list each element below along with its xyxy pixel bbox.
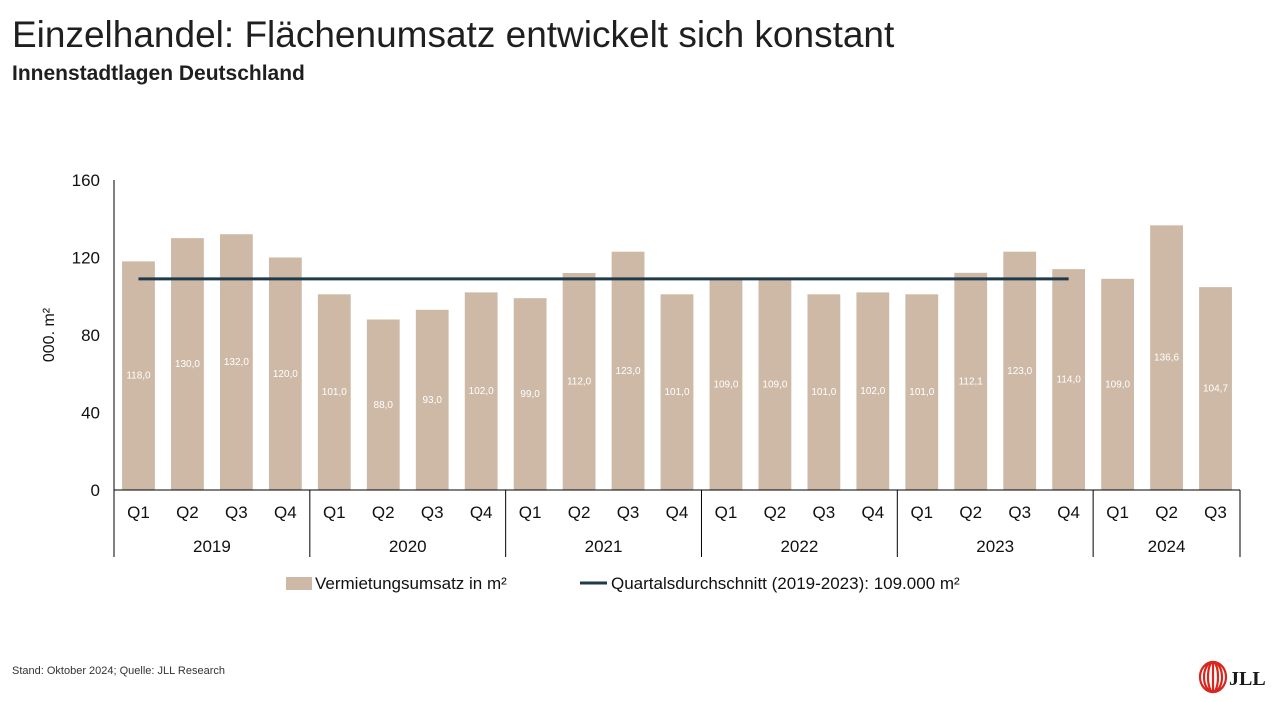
bar	[807, 294, 841, 490]
bar-data-label: 101,0	[322, 387, 347, 398]
x-tick-label: Q4	[861, 503, 884, 522]
legend-swatch-bar	[286, 577, 312, 590]
x-tick-label: Q3	[225, 503, 248, 522]
bar-data-label: 112,0	[567, 377, 592, 388]
x-tick-label: Q1	[910, 503, 933, 522]
bar-data-label: 102,0	[469, 386, 494, 397]
bar-data-label: 101,0	[909, 387, 934, 398]
x-tick-label: Q1	[127, 503, 150, 522]
bar	[905, 294, 939, 490]
bar-data-label: 102,0	[860, 386, 885, 397]
bar	[268, 257, 302, 490]
jll-logo-icon	[1198, 660, 1228, 694]
bar-data-label: 120,0	[273, 369, 298, 380]
bar-data-label: 114,0	[1057, 375, 1082, 386]
bar-data-label: 99,0	[520, 389, 540, 400]
bar-data-label: 136,6	[1154, 353, 1179, 364]
bar	[415, 309, 449, 490]
y-tick-label: 0	[91, 481, 100, 500]
x-tick-label: Q2	[1155, 503, 1178, 522]
x-tick-label: Q2	[568, 503, 591, 522]
bar	[1150, 225, 1183, 490]
bar-data-label: 109,0	[762, 379, 787, 390]
bar	[366, 319, 400, 490]
bar-data-label: 101,0	[664, 387, 689, 398]
bar-data-label: 109,0	[1105, 379, 1130, 390]
bar	[954, 272, 988, 490]
x-tick-label: Q4	[666, 503, 689, 522]
legend-label-line: Quartalsdurchschnitt (2019-2023): 109.00…	[611, 574, 960, 593]
bar-data-label: 109,0	[713, 379, 738, 390]
bar-data-label: 123,0	[1007, 366, 1032, 377]
bar-data-label: 130,0	[175, 359, 200, 370]
bar	[464, 292, 498, 490]
jll-logo: JLL	[1198, 660, 1266, 694]
year-group-label: 2024	[1148, 537, 1186, 556]
jll-logo-text: JLL	[1229, 668, 1266, 690]
bar	[709, 278, 743, 490]
bar	[1052, 269, 1086, 490]
bar-data-label: 123,0	[616, 366, 641, 377]
chart-title: Einzelhandel: Flächenumsatz entwickelt s…	[12, 14, 895, 55]
bar-data-label: 101,0	[811, 387, 836, 398]
bar-data-label: 132,0	[224, 357, 249, 368]
bar	[856, 292, 890, 490]
bar	[660, 294, 694, 490]
x-tick-label: Q2	[372, 503, 395, 522]
bar	[562, 273, 596, 490]
bar	[758, 278, 792, 490]
bar	[122, 261, 155, 490]
chart-subtitle: Innenstadtlagen Deutschland	[12, 62, 305, 85]
source-footnote: Stand: Oktober 2024; Quelle: JLL Researc…	[12, 665, 225, 677]
x-tick-label: Q4	[470, 503, 493, 522]
year-group-label: 2020	[389, 537, 427, 556]
y-tick-label: 120	[72, 249, 100, 268]
x-tick-label: Q3	[1204, 503, 1227, 522]
bar	[1101, 278, 1135, 490]
bar	[611, 251, 645, 490]
x-tick-label: Q4	[274, 503, 297, 522]
y-tick-label: 40	[81, 404, 100, 423]
year-group-label: 2019	[193, 537, 231, 556]
year-group-label: 2021	[585, 537, 623, 556]
bar	[1199, 287, 1232, 490]
year-group-label: 2023	[976, 537, 1014, 556]
year-group-label: 2022	[780, 537, 818, 556]
bar	[513, 298, 547, 490]
x-tick-label: Q3	[617, 503, 640, 522]
x-tick-label: Q1	[1106, 503, 1129, 522]
bar	[219, 234, 253, 490]
x-tick-label: Q2	[764, 503, 787, 522]
y-tick-label: 80	[81, 326, 100, 345]
bar-data-label: 104,7	[1203, 384, 1228, 395]
bar-data-label: 112,1	[959, 376, 984, 387]
x-tick-label: Q1	[323, 503, 346, 522]
x-tick-label: Q2	[176, 503, 199, 522]
x-tick-label: Q1	[519, 503, 542, 522]
bar-data-label: 88,0	[374, 400, 394, 411]
bar-data-label: 93,0	[422, 395, 442, 406]
x-tick-label: Q2	[959, 503, 982, 522]
x-tick-label: Q3	[421, 503, 444, 522]
x-tick-label: Q4	[1057, 503, 1080, 522]
y-axis-title: 000. m²	[41, 307, 58, 362]
bar	[1003, 251, 1037, 490]
bar	[317, 294, 351, 490]
legend-label-bar: Vermietungsumsatz in m²	[315, 574, 507, 593]
y-tick-label: 160	[72, 171, 100, 190]
x-tick-label: Q3	[813, 503, 836, 522]
x-tick-label: Q1	[715, 503, 738, 522]
bar-data-label: 118,0	[126, 371, 151, 382]
x-tick-label: Q3	[1008, 503, 1031, 522]
